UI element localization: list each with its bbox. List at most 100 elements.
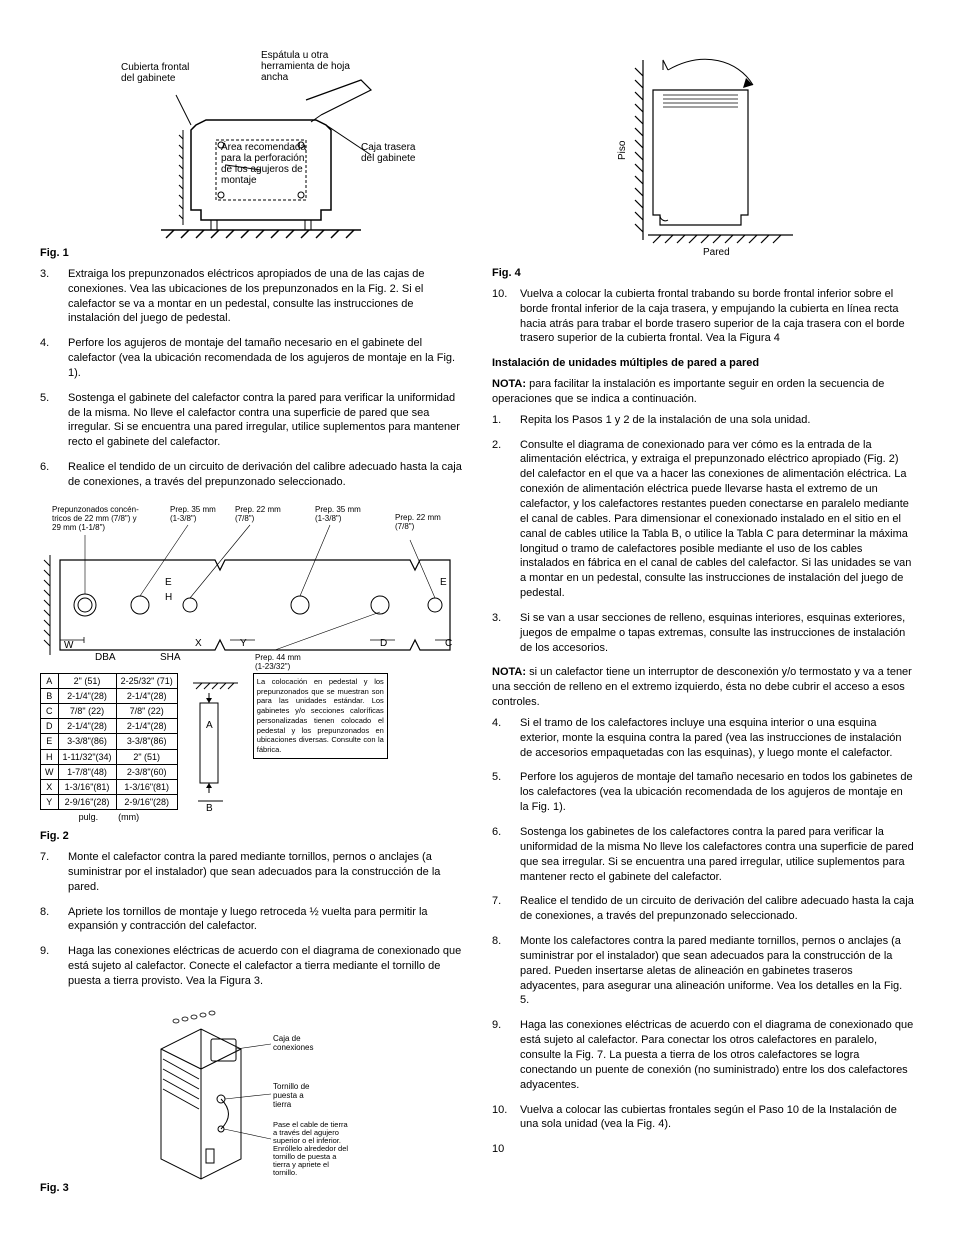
svg-text:B: B (206, 803, 213, 813)
list-text: Perfore los agujeros de montaje del tama… (520, 771, 913, 813)
table-cell: 1-11/32"(34) (58, 749, 116, 764)
page-number: 10 (492, 1142, 914, 1157)
svg-text:Tornillo depuesta atierra: Tornillo depuesta atierra (273, 1082, 310, 1109)
table-cell: 2" (51) (116, 749, 177, 764)
svg-text:E: E (165, 577, 172, 588)
table-cell: 1-3/16"(81) (116, 779, 177, 794)
list-item: 4.Perfore los agujeros de montaje del ta… (58, 336, 462, 381)
list-text: Vuelva a colocar las cubiertas frontales… (520, 1104, 897, 1131)
svg-text:X: X (195, 638, 202, 649)
fig4-label: Fig. 4 (492, 266, 914, 281)
svg-text:SHA: SHA (160, 652, 181, 663)
list-number: 7. (40, 850, 49, 865)
svg-text:Prepunzonados concén-tricos de: Prepunzonados concén-tricos de 22 mm (7/… (52, 505, 139, 532)
svg-text:Prep. 44 mm(1-23/32"): Prep. 44 mm(1-23/32") (255, 653, 301, 671)
svg-text:Prep. 35 mm(1-3/8"): Prep. 35 mm(1-3/8") (170, 505, 216, 523)
right-list-a: 1.Repita los Pasos 1 y 2 de la instalaci… (492, 413, 914, 656)
table-cell: B (41, 688, 59, 703)
list-number: 4. (40, 336, 49, 351)
table-cell: 2-3/8"(60) (116, 764, 177, 779)
list-item: 4.Si el tramo de los calefactores incluy… (510, 716, 914, 761)
table-cell: 2-9/16"(28) (116, 794, 177, 809)
section-2-nota2: NOTA: si un calefactor tiene un interrup… (492, 665, 914, 710)
table-cell: X (41, 779, 59, 794)
list-number: 10. (492, 287, 507, 302)
list-item: 9.Haga las conexiones eléctricas de acue… (58, 944, 462, 989)
list-number: 6. (40, 460, 49, 475)
list-item: 10.Vuelva a colocar la cubierta frontal … (510, 287, 914, 346)
svg-text:Pase el cable de tierraa travé: Pase el cable de tierraa través del aguj… (273, 1120, 348, 1177)
svg-text:Piso: Piso (617, 140, 628, 160)
fig2-label: Fig. 2 (40, 829, 462, 844)
list-number: 5. (492, 770, 501, 785)
list-item: 10.Vuelva a colocar las cubiertas fronta… (510, 1103, 914, 1133)
nota2-text: si un calefactor tiene un interruptor de… (492, 666, 912, 708)
list-text: Realice el tendido de un circuito de der… (68, 461, 462, 488)
list-number: 2. (492, 438, 501, 453)
svg-text:Área recomendadapara la perfor: Área recomendadapara la perforaciónde lo… (221, 140, 306, 186)
svg-text:Espátula u otraherramienta de: Espátula u otraherramienta de hojaancha (261, 50, 350, 83)
table-cell: 2-1/4"(28) (116, 688, 177, 703)
list-item: 8.Monte los calefactores contra la pared… (510, 934, 914, 1008)
svg-text:Prep. 35 mm(1-3/8"): Prep. 35 mm(1-3/8") (315, 505, 361, 523)
figure-4: Piso Pared (492, 40, 914, 260)
table-cell: Y (41, 794, 59, 809)
list-number: 10. (492, 1103, 507, 1118)
list-text: Realice el tendido de un circuito de der… (520, 895, 914, 922)
list-text: Apriete los tornillos de montaje y luego… (68, 906, 428, 933)
svg-text:Cubierta frontaldel gabinete: Cubierta frontaldel gabinete (121, 62, 189, 84)
list-number: 5. (40, 391, 49, 406)
table-cell: H (41, 749, 59, 764)
fig2-footer-mm: (mm) (118, 811, 139, 823)
list-number: 9. (40, 944, 49, 959)
table-cell: 2-1/4"(28) (116, 719, 177, 734)
list-number: 3. (40, 267, 49, 282)
table-cell: D (41, 719, 59, 734)
nota-label: NOTA: (492, 378, 526, 390)
table-cell: W (41, 764, 59, 779)
list-text: Haga las conexiones eléctricas de acuerd… (520, 1019, 913, 1090)
left-column: Cubierta frontaldel gabinete Espátula u … (40, 40, 462, 1202)
list-number: 9. (492, 1018, 501, 1033)
svg-text:Prep. 22 mm(7/8"): Prep. 22 mm(7/8") (235, 505, 281, 523)
page-columns: Cubierta frontaldel gabinete Espátula u … (40, 40, 914, 1202)
list-number: 4. (492, 716, 501, 731)
table-cell: 7/8" (22) (58, 704, 116, 719)
svg-text:Caja traseradel gabinete: Caja traseradel gabinete (361, 142, 416, 164)
list-text: Consulte el diagrama de conexionado para… (520, 439, 911, 599)
list-number: 6. (492, 825, 501, 840)
table-cell: 3-3/8"(86) (116, 734, 177, 749)
table-cell: 2-1/4"(28) (58, 719, 116, 734)
table-cell: A (41, 673, 59, 688)
svg-text:E: E (440, 577, 447, 588)
left-list-b: 7. Monte el calefactor contra la pared me… (40, 850, 462, 989)
svg-text:DBA: DBA (95, 652, 116, 663)
table-cell: C (41, 704, 59, 719)
list-text: Sostenga los gabinetes de los calefactor… (520, 826, 914, 883)
fig2-footer-pulg: pulg. (79, 811, 99, 823)
list-text: Si el tramo de los calefactores incluye … (520, 717, 902, 759)
list-text: Haga las conexiones eléctricas de acuerd… (68, 945, 461, 987)
svg-text:A: A (206, 720, 213, 731)
svg-text:Pared: Pared (703, 247, 730, 258)
list-item: 6.Realice el tendido de un circuito de d… (58, 460, 462, 490)
table-cell: 1-7/8"(48) (58, 764, 116, 779)
nota-text: para facilitar la instalación es importa… (492, 378, 884, 405)
list-item: 5.Perfore los agujeros de montaje del ta… (510, 770, 914, 815)
left-list-a: 3. Extraiga los prepunzonados eléctricos … (40, 267, 462, 490)
svg-text:H: H (165, 592, 172, 603)
list-item: 9.Haga las conexiones eléctricas de acue… (510, 1018, 914, 1092)
list-number: 8. (492, 934, 501, 949)
right-list-b: 4. Si el tramo de los calefactores incluy… (492, 716, 914, 1132)
fig1-label: Fig. 1 (40, 246, 462, 261)
list-item: 8.Apriete los tornillos de montaje y lue… (58, 905, 462, 935)
list-text: Extraiga los prepunzonados eléctricos ap… (68, 268, 425, 325)
list-text: Monte los calefactores contra la pared m… (520, 935, 902, 1006)
list-text: Si se van a usar secciones de relleno, e… (520, 612, 905, 654)
nota2-label: NOTA: (492, 666, 526, 678)
fig2-note: La colocación en pedestal y los prepunzo… (253, 673, 388, 759)
list-text: Repita los Pasos 1 y 2 de la instalación… (520, 414, 810, 426)
list-number: 3. (492, 611, 501, 626)
list-item: 3.Si se van a usar secciones de relleno,… (510, 611, 914, 656)
list-text: Monte el calefactor contra la pared medi… (68, 851, 440, 893)
